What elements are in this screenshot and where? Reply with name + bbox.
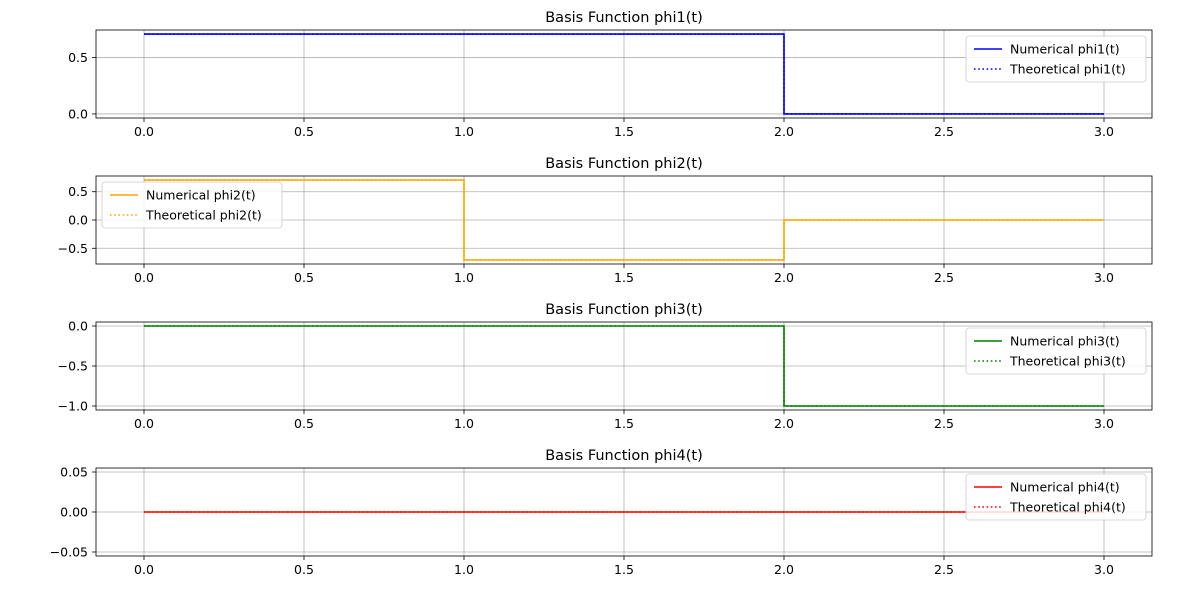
subplot-title: Basis Function phi4(t) [545, 448, 703, 464]
legend-label: Numerical phi4(t) [1010, 480, 1120, 495]
legend-label: Theoretical phi3(t) [1009, 354, 1126, 369]
x-tick-label: 1.5 [614, 124, 634, 139]
y-tick-label: −0.5 [58, 241, 88, 256]
subplot-1: 0.0 0.5 1.0 1.5 2.0 2.5 3.0 0.0 0.5 Basis Functio… [68, 10, 1153, 139]
x-tick-label: 0.0 [134, 562, 154, 577]
legend-label: Theoretical phi1(t) [1009, 62, 1126, 77]
y-tick-label: 0.0 [68, 213, 88, 228]
subplot-title: Basis Function phi1(t) [545, 10, 703, 26]
x-tick-label: 2.5 [934, 124, 954, 139]
series-line-theoretical [144, 33, 1104, 115]
x-tick-label: 3.0 [1094, 562, 1114, 577]
x-tick-label: 2.5 [934, 562, 954, 577]
x-tick-label: 2.0 [774, 270, 794, 285]
legend-label: Numerical phi1(t) [1010, 42, 1120, 57]
x-tick-label: 1.5 [614, 416, 634, 431]
y-tick-label: −1.0 [58, 399, 88, 414]
subplot-title: Basis Function phi2(t) [545, 156, 703, 172]
legend-label: Numerical phi3(t) [1010, 334, 1120, 349]
y-tick-label: 0.0 [68, 319, 88, 334]
x-tick-label: 1.5 [614, 270, 634, 285]
x-tick-label: 2.0 [774, 124, 794, 139]
x-tick-label: 2.0 [774, 562, 794, 577]
subplot-4: 0.0 0.5 1.0 1.5 2.0 2.5 3.0 −0.05 0.00 0.05 Basis … [50, 448, 1153, 577]
x-tick-label: 1.0 [454, 124, 474, 139]
y-tick-label: 0.00 [60, 505, 88, 520]
legend-box [101, 181, 283, 229]
x-tick-label: 3.0 [1094, 416, 1114, 431]
x-tick-label: 1.0 [454, 270, 474, 285]
x-tick-label: 0.0 [134, 124, 154, 139]
y-tick-label: −0.5 [58, 359, 88, 374]
subplot-title: Basis Function phi3(t) [545, 302, 703, 318]
x-tick-label: 1.0 [454, 562, 474, 577]
y-tick-label: 0.5 [68, 184, 88, 199]
legend-label: Theoretical phi2(t) [145, 208, 262, 223]
legend: Numerical phi3(t) Theoretical phi3(t) [965, 327, 1147, 375]
legend: Numerical phi4(t) Theoretical phi4(t) [965, 473, 1147, 521]
x-tick-label: 3.0 [1094, 124, 1114, 139]
x-tick-label: 2.5 [934, 270, 954, 285]
y-tick-label: −0.05 [50, 545, 88, 560]
legend-label: Theoretical phi4(t) [1009, 500, 1126, 515]
x-tick-label: 1.0 [454, 416, 474, 431]
subplot-2: 0.0 0.5 1.0 1.5 2.0 2.5 3.0 −0.5 0.0 0.5 Basis Fun… [58, 156, 1153, 285]
x-tick-label: 0.5 [294, 124, 314, 139]
legend-box [965, 35, 1147, 83]
subplot-3: 0.0 0.5 1.0 1.5 2.0 2.5 3.0 −1.0 −0.5 0.0 Basis Fu… [58, 302, 1153, 431]
legend-box [965, 473, 1147, 521]
series-line-theoretical [144, 325, 1104, 407]
y-tick-label: 0.05 [60, 465, 88, 480]
y-tick-label: 0.5 [68, 50, 88, 65]
x-tick-label: 0.5 [294, 270, 314, 285]
y-tick-label: 0.0 [68, 106, 88, 121]
x-tick-label: 2.5 [934, 416, 954, 431]
x-tick-label: 0.5 [294, 416, 314, 431]
x-tick-label: 0.0 [134, 416, 154, 431]
x-tick-label: 0.0 [134, 270, 154, 285]
x-tick-label: 2.0 [774, 416, 794, 431]
series-line-theoretical [144, 179, 1104, 261]
x-tick-label: 1.5 [614, 562, 634, 577]
x-tick-label: 0.5 [294, 562, 314, 577]
legend: Numerical phi1(t) Theoretical phi1(t) [965, 35, 1147, 83]
legend-label: Numerical phi2(t) [146, 188, 256, 203]
x-tick-label: 3.0 [1094, 270, 1114, 285]
legend: Numerical phi2(t) Theoretical phi2(t) [101, 181, 283, 229]
legend-box [965, 327, 1147, 375]
